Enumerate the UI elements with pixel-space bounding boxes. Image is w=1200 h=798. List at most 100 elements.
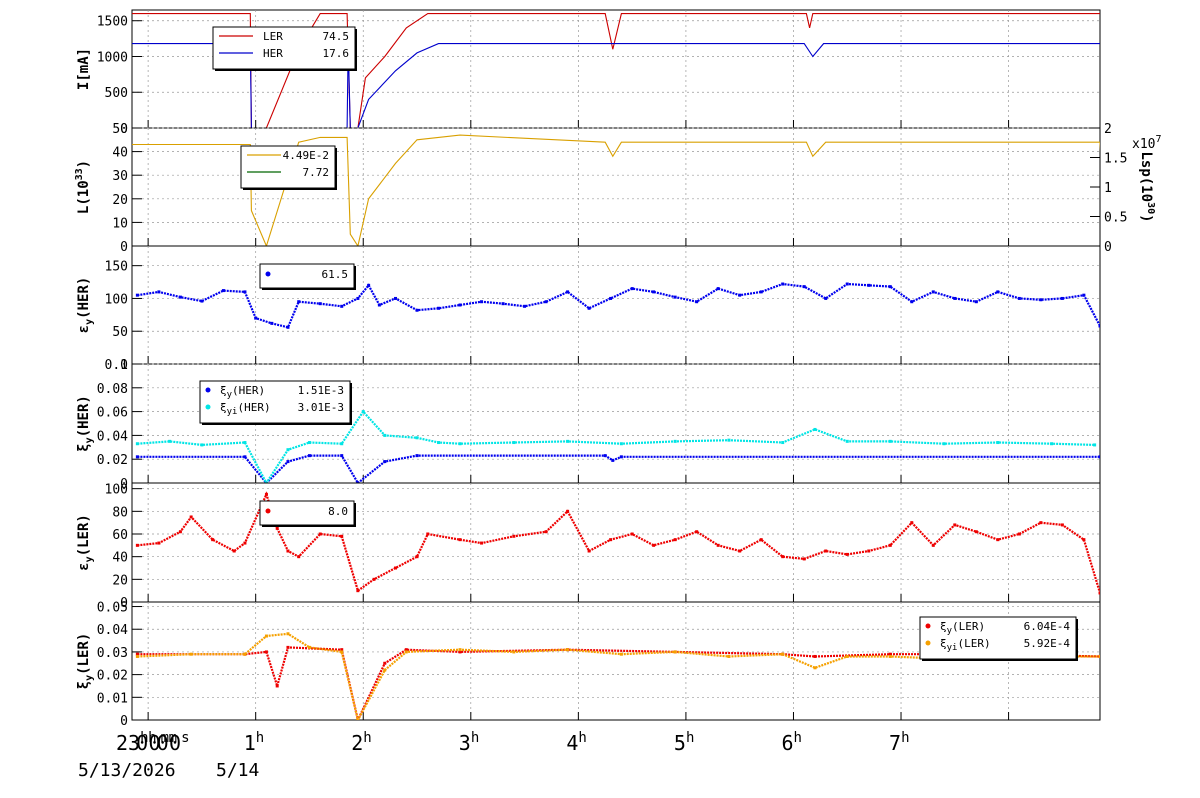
- y-tick-label: 40: [112, 146, 128, 161]
- panel-frame: [131, 601, 1101, 721]
- data-point: [619, 455, 623, 459]
- data-point: [200, 443, 204, 447]
- data-point: [759, 538, 763, 542]
- y-axis-title: εy(LER): [76, 514, 95, 571]
- data-point: [512, 441, 516, 445]
- data-point: [404, 650, 408, 654]
- y-tick-label: 0.05: [97, 601, 128, 616]
- data-point: [759, 290, 763, 294]
- legend-entry-value: 3.01E-3: [298, 401, 344, 414]
- data-point: [888, 652, 892, 656]
- data-point: [264, 634, 268, 638]
- time-tick-label: 1h: [244, 730, 264, 755]
- series-trace: [137, 646, 1100, 720]
- y-tick-label: 0.02: [97, 453, 128, 468]
- data-point: [781, 652, 785, 656]
- time-tick-label: 7h: [889, 730, 909, 755]
- data-point: [845, 282, 849, 286]
- data-point: [1093, 443, 1097, 447]
- data-point: [297, 555, 301, 559]
- data-point: [135, 543, 139, 547]
- data-point: [738, 293, 742, 297]
- legend-entry-value: 4.49E-2: [283, 149, 329, 162]
- data-point: [243, 652, 247, 656]
- data-point: [888, 543, 892, 547]
- data-point: [974, 300, 978, 304]
- legend-marker: [265, 508, 271, 514]
- data-point: [953, 523, 957, 527]
- data-point: [953, 296, 957, 300]
- y-tick-label: 150: [105, 260, 128, 275]
- data-point: [813, 666, 817, 670]
- data-point: [383, 661, 387, 665]
- data-point: [286, 645, 290, 649]
- y-tick-label: 100: [105, 292, 128, 307]
- legend-marker: [925, 623, 931, 629]
- data-point: [845, 654, 849, 658]
- legend-entry-value: 1.51E-3: [298, 384, 344, 397]
- data-point: [652, 543, 656, 547]
- data-point: [802, 285, 806, 289]
- y-tick-label: 30: [112, 169, 128, 184]
- data-point: [544, 530, 548, 534]
- data-point: [1039, 298, 1043, 302]
- data-point: [372, 577, 376, 581]
- data-point: [888, 654, 892, 658]
- data-point: [910, 300, 914, 304]
- data-point: [845, 552, 849, 556]
- data-point: [275, 526, 279, 530]
- data-point: [458, 303, 462, 307]
- time-tick-label: 6h: [781, 730, 801, 755]
- data-point: [243, 441, 247, 445]
- series-trace: [137, 282, 1100, 329]
- y2-tick-label: 1.5: [1104, 152, 1127, 167]
- data-point: [587, 549, 591, 553]
- data-point: [695, 530, 699, 534]
- data-point: [189, 652, 193, 656]
- y-tick-label: 1500: [97, 15, 128, 30]
- data-point: [727, 438, 731, 442]
- data-point: [824, 296, 828, 300]
- data-point: [1082, 538, 1086, 542]
- y2-tick-label: 1: [1104, 181, 1112, 196]
- y2-multiplier: x107: [1132, 134, 1162, 152]
- data-point: [480, 541, 484, 545]
- legend-entry-value: 6.04E-4: [1024, 620, 1071, 633]
- data-point: [996, 441, 1000, 445]
- data-point: [1098, 455, 1100, 459]
- data-point: [270, 321, 274, 325]
- date-next-label: 5/14: [216, 760, 259, 781]
- series-line-1: [132, 134, 1100, 246]
- data-point: [383, 668, 387, 672]
- data-point: [426, 532, 430, 536]
- data-point: [394, 566, 398, 570]
- series-trace: [137, 632, 1100, 720]
- time-tick-label: 0h0m: [136, 730, 177, 755]
- data-point: [1060, 296, 1064, 300]
- data-point: [673, 650, 677, 654]
- legend: 4.49E-2 7.72: [240, 145, 337, 190]
- y-tick-label: 0: [120, 596, 128, 611]
- data-point: [178, 530, 182, 534]
- y2-axis-title: Lsp(1030): [1138, 151, 1156, 222]
- data-point: [1098, 591, 1100, 595]
- data-point: [318, 532, 322, 536]
- data-point: [437, 306, 441, 310]
- data-point: [264, 492, 268, 496]
- legend: 61.5: [259, 263, 356, 290]
- data-point: [931, 543, 935, 547]
- data-point: [232, 549, 236, 553]
- data-point: [1098, 654, 1100, 658]
- data-point: [781, 282, 785, 286]
- data-point: [802, 557, 806, 561]
- data-point: [135, 455, 139, 459]
- y-tick-label: 10: [112, 216, 128, 231]
- data-point: [243, 455, 247, 459]
- data-point: [695, 300, 699, 304]
- legend-entry-value: 8.0: [328, 505, 348, 518]
- data-point: [135, 293, 139, 297]
- y-tick-label: 0: [120, 477, 128, 492]
- y-tick-label: 0.03: [97, 646, 128, 661]
- y-tick-label: 20: [112, 573, 128, 588]
